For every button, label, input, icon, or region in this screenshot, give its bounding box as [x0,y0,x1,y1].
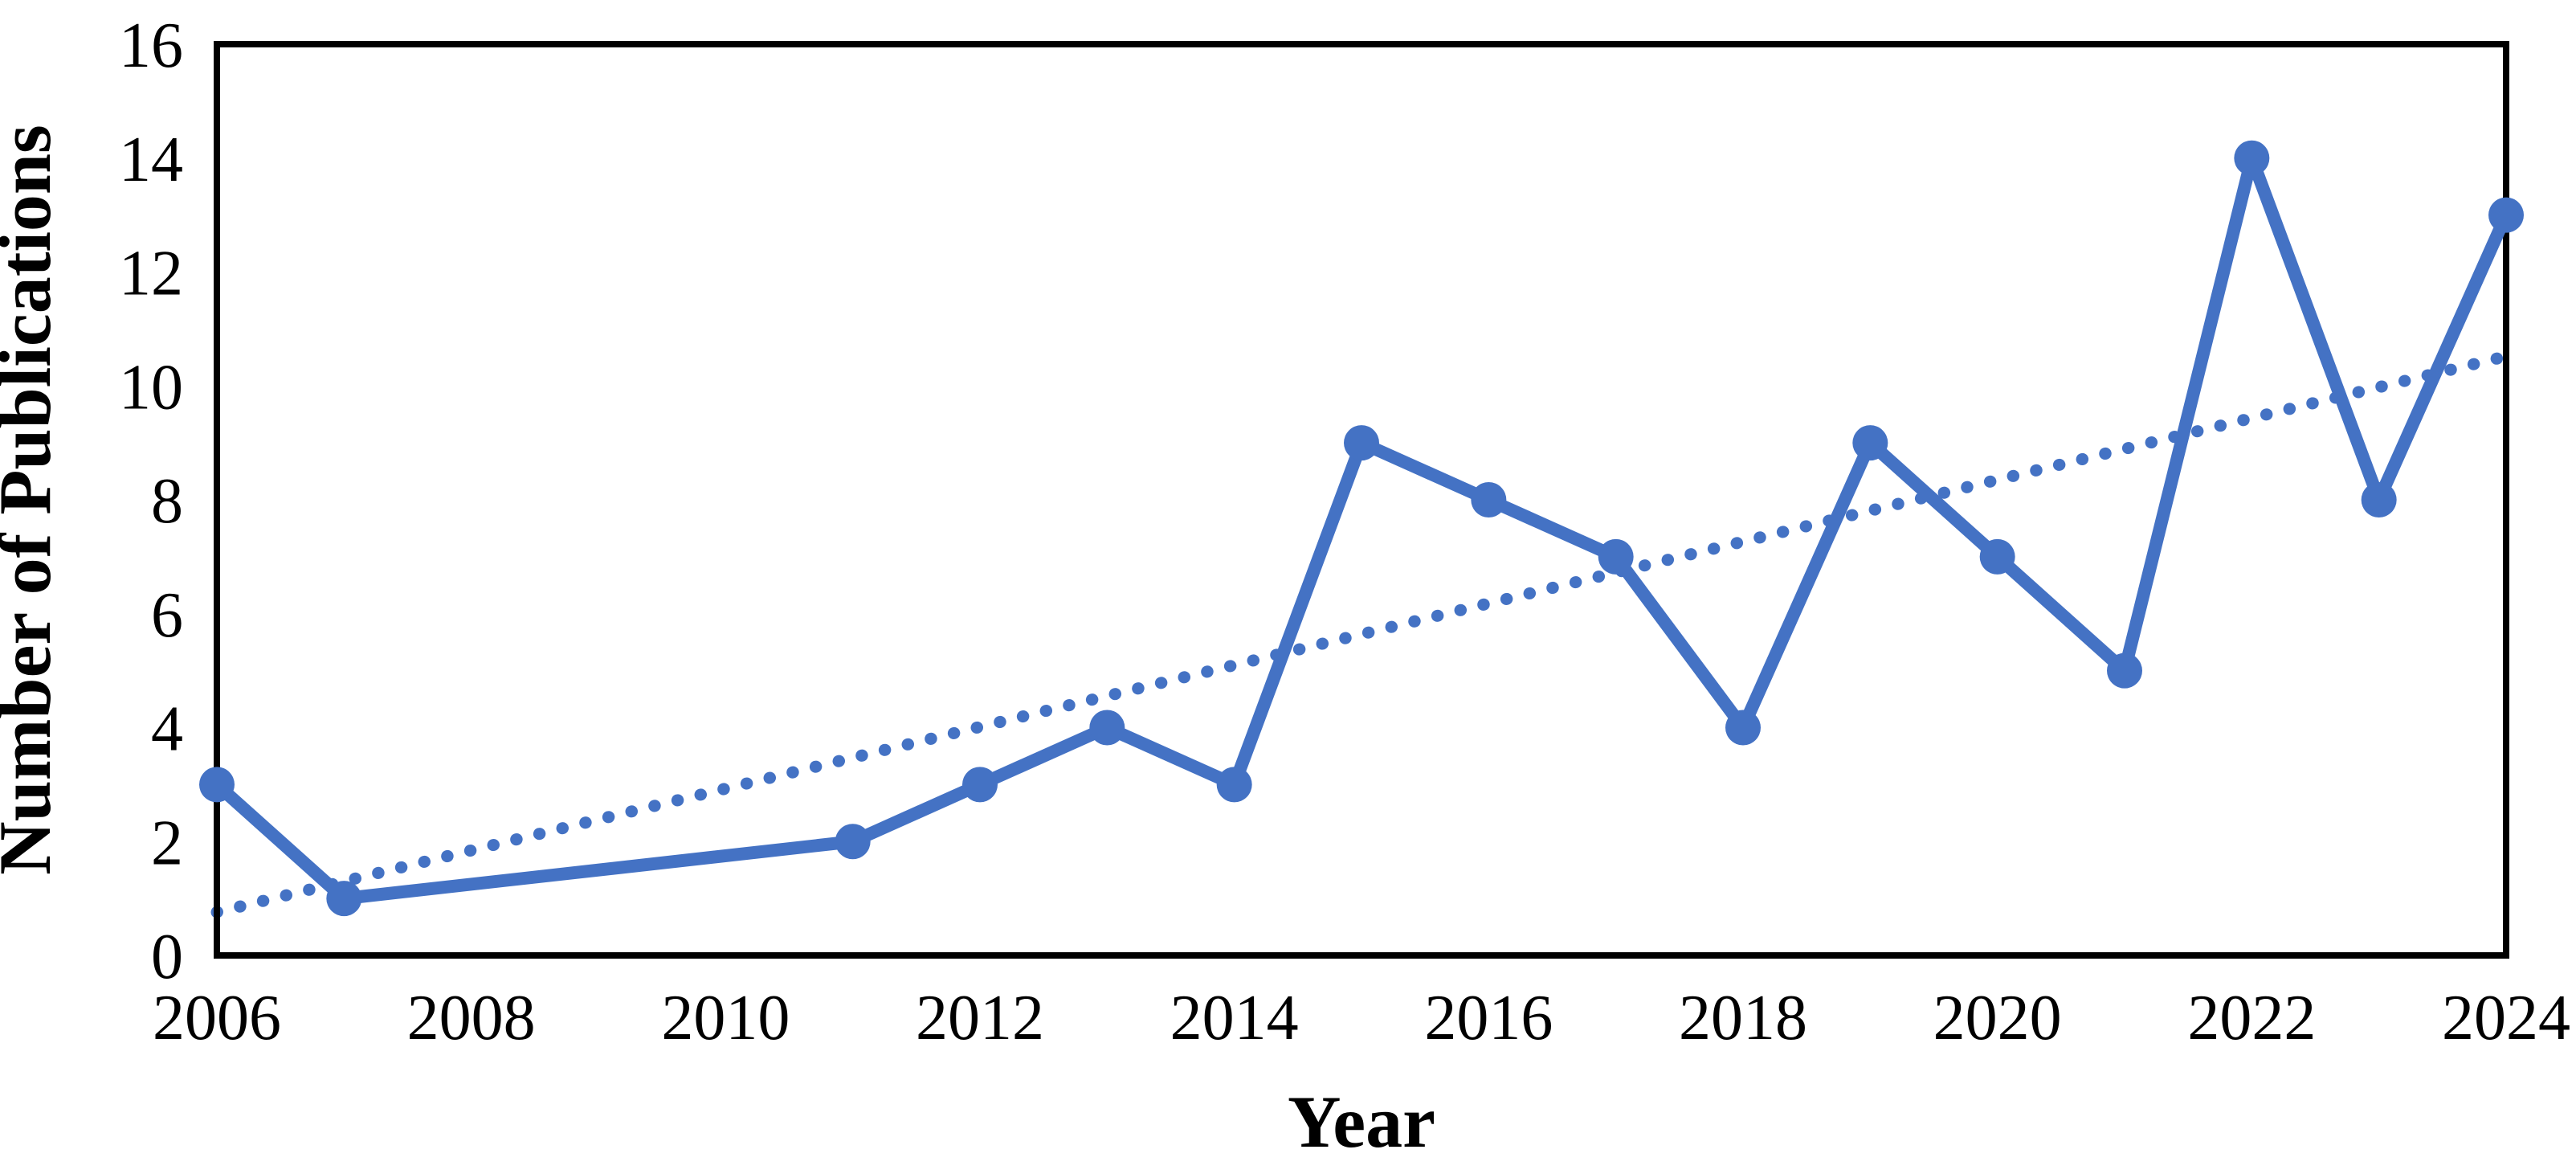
x-tick-label-2018: 2018 [1679,983,1807,1053]
x-tick-label-2008: 2008 [407,983,536,1053]
trendline-group [210,350,2513,918]
x-axis-tick-labels: 2006 2008 2010 2012 2014 2016 2018 2020 2022 2024 [153,983,2570,1053]
data-point-2015 [1344,425,1379,461]
y-tick-label-2: 2 [151,808,183,878]
y-tick-label-10: 10 [119,352,183,423]
data-point-2024 [2488,197,2524,233]
data-point-2018 [1725,710,1761,746]
data-point-2022 [2234,140,2270,176]
data-point-2023 [2361,482,2397,517]
y-axis-tick-labels: 0 2 4 6 8 10 12 14 16 [119,10,183,992]
plot-border [214,41,2509,959]
y-axis-title: Number of Publications [0,125,66,875]
data-point-2011 [835,824,871,860]
data-point-2012 [962,767,998,803]
y-tick-label-14: 14 [119,125,183,195]
x-tick-label-2012: 2012 [916,983,1044,1053]
plot-background [217,44,2506,955]
data-point-2021 [2107,652,2142,689]
y-tick-label-4: 4 [151,694,183,765]
data-point-2014 [1216,767,1252,803]
series-group [199,140,2524,917]
data-point-2013 [1089,710,1125,746]
y-tick-label-0: 0 [151,922,183,992]
x-tick-label-2020: 2020 [1933,983,2062,1053]
data-point-2019 [1852,425,1888,461]
data-point-2020 [1979,538,2015,575]
data-point-2007 [326,881,362,917]
x-tick-label-2006: 2006 [153,983,281,1053]
linear-trendline-dotted [210,350,2513,918]
series-line [210,151,2513,906]
y-tick-label-12: 12 [119,239,183,309]
y-tick-label-16: 16 [119,10,183,81]
y-tick-label-6: 6 [151,580,183,651]
x-tick-label-2024: 2024 [2442,983,2570,1053]
x-tick-label-2022: 2022 [2187,983,2316,1053]
data-point-2006 [199,767,235,803]
data-point-2017 [1598,538,1634,575]
x-tick-label-2010: 2010 [661,983,790,1053]
x-tick-label-2014: 2014 [1170,983,1299,1053]
data-point-2016 [1471,482,1507,517]
y-tick-label-8: 8 [151,466,183,537]
x-axis-title: Year [1288,1081,1435,1163]
x-tick-label-2016: 2016 [1424,983,1553,1053]
